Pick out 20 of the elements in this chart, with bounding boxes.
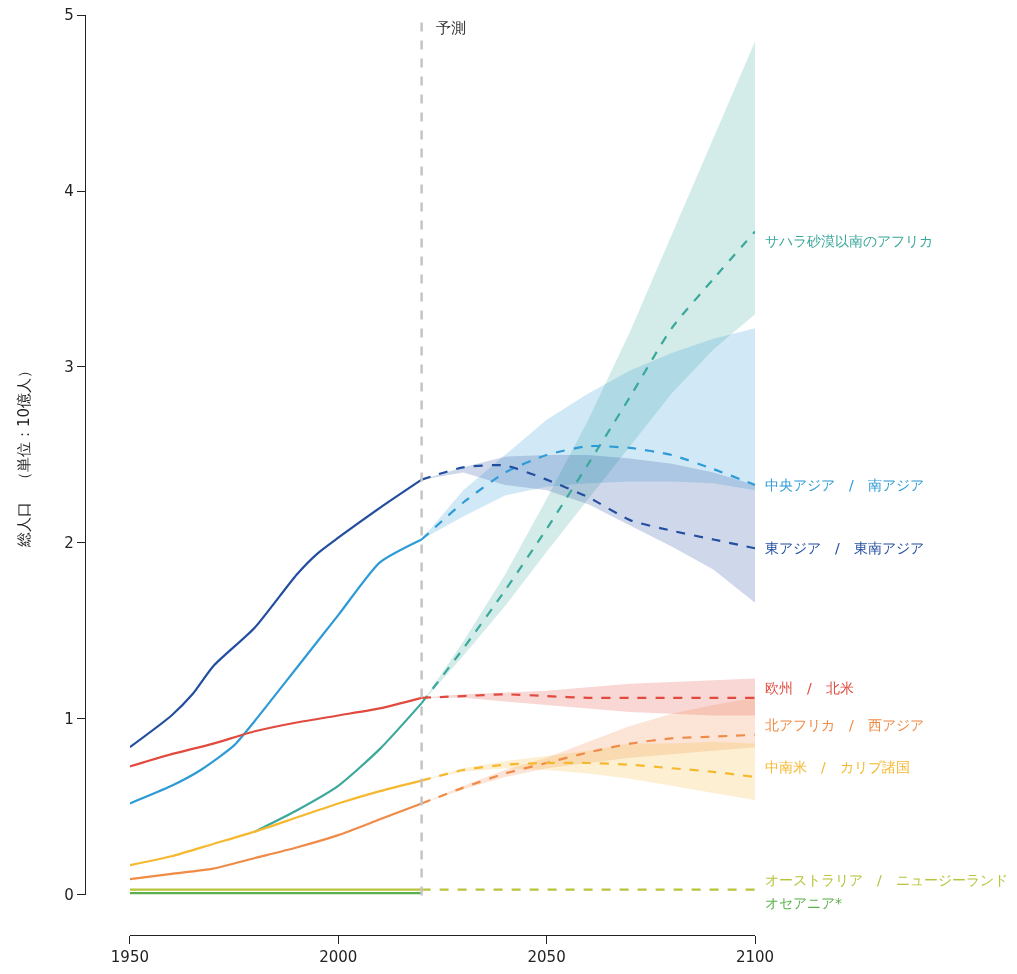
y-tick-label: 1 xyxy=(64,710,74,729)
y-tick-label: 5 xyxy=(64,6,74,25)
x-tick-label: 2100 xyxy=(735,948,775,967)
series-label: 北アフリカ / 西アジア xyxy=(765,717,924,733)
series-label: 東アジア / 東南アジア xyxy=(765,540,924,556)
y-tick-label: 4 xyxy=(64,182,74,201)
series-label: 欧州 / 北米 xyxy=(765,680,854,696)
series-label: サハラ砂漠以南のアフリカ xyxy=(765,233,933,249)
series-label: 中央アジア / 南アジア xyxy=(765,477,924,493)
series-label: 中南米 / カリブ諸国 xyxy=(765,759,910,775)
y-tick-label: 0 xyxy=(64,886,74,905)
ref-line-label: 予測 xyxy=(436,19,466,37)
text: オセアニア* xyxy=(765,895,842,911)
x-tick-label: 2000 xyxy=(319,948,358,967)
x-tick-label: 1950 xyxy=(110,948,149,967)
series-label: オーストラリア / ニュージーランド xyxy=(765,872,1008,888)
y-tick-label: 3 xyxy=(64,358,74,377)
y-axis-title: 総人口 （単位：10億人） xyxy=(14,362,33,549)
y-tick-label: 2 xyxy=(64,534,74,553)
x-tick-label: 2050 xyxy=(527,948,566,967)
